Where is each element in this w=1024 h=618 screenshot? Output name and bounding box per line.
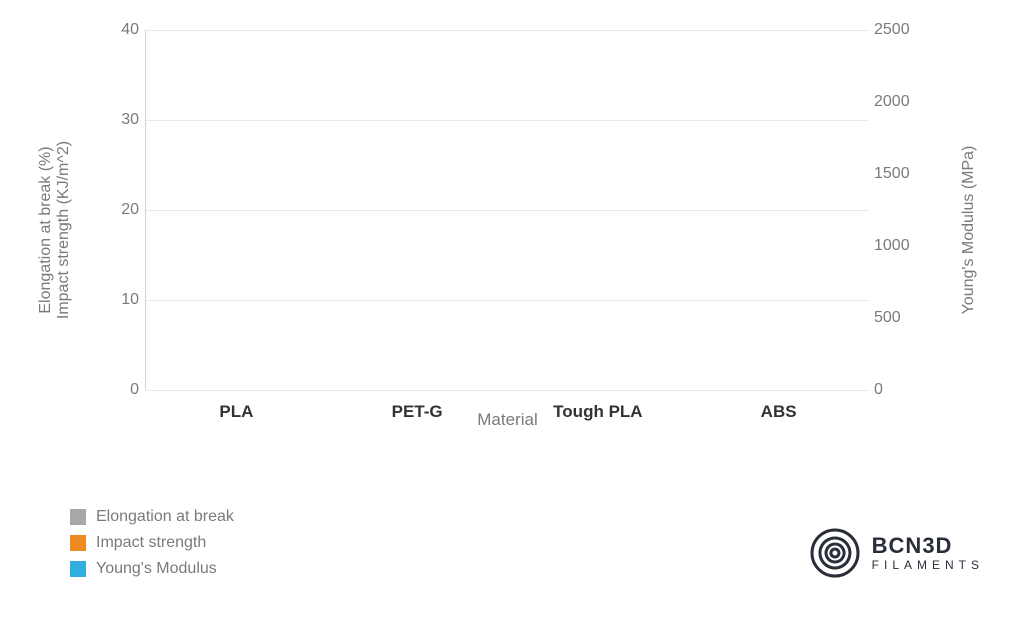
category-label: PET-G <box>392 402 443 422</box>
legend-label: Elongation at break <box>96 508 234 526</box>
category-label: ABS <box>761 402 797 422</box>
y-right-axis-label: Young's Modulus (MPa) <box>960 105 978 355</box>
brand-logo: BCN3D FILAMENTS <box>810 528 984 578</box>
logo-subtitle-text: FILAMENTS <box>872 559 984 571</box>
y-right-tick: 1000 <box>874 237 919 255</box>
gridline <box>146 30 869 31</box>
spiral-icon <box>810 528 860 578</box>
legend-swatch <box>70 535 86 551</box>
category-label: Tough PLA <box>553 402 642 422</box>
y-left-tick: 10 <box>111 291 139 309</box>
y-left-axis-label: Elongation at break (%) Impact strength … <box>37 80 73 380</box>
gridline <box>146 210 869 211</box>
x-axis-label: Material <box>477 410 537 430</box>
y-left-tick: 20 <box>111 201 139 219</box>
legend-item: Elongation at break <box>70 508 234 526</box>
y-right-tick: 2000 <box>874 93 919 111</box>
y-right-tick: 1500 <box>874 165 919 183</box>
y-right-tick: 2500 <box>874 21 919 39</box>
legend-label: Young's Modulus <box>96 560 217 578</box>
y-right-tick: 500 <box>874 309 919 327</box>
y-left-tick: 30 <box>111 111 139 129</box>
y-right-tick: 0 <box>874 381 919 399</box>
plot-area: PLAPET-GTough PLAABS Material 0102030400… <box>145 30 869 390</box>
legend-swatch <box>70 561 86 577</box>
legend-item: Impact strength <box>70 534 234 552</box>
gridline <box>146 390 869 391</box>
category-label: PLA <box>219 402 253 422</box>
legend-swatch <box>70 509 86 525</box>
legend-label: Impact strength <box>96 534 206 552</box>
gridline <box>146 300 869 301</box>
legend: Elongation at break Impact strength Young'… <box>70 508 234 578</box>
y-left-tick: 40 <box>111 21 139 39</box>
gridline <box>146 120 869 121</box>
y-left-tick: 0 <box>111 381 139 399</box>
logo-brand-text: BCN3D <box>872 535 984 557</box>
chart: Elongation at break (%) Impact strength … <box>110 30 914 430</box>
legend-item: Young's Modulus <box>70 560 234 578</box>
